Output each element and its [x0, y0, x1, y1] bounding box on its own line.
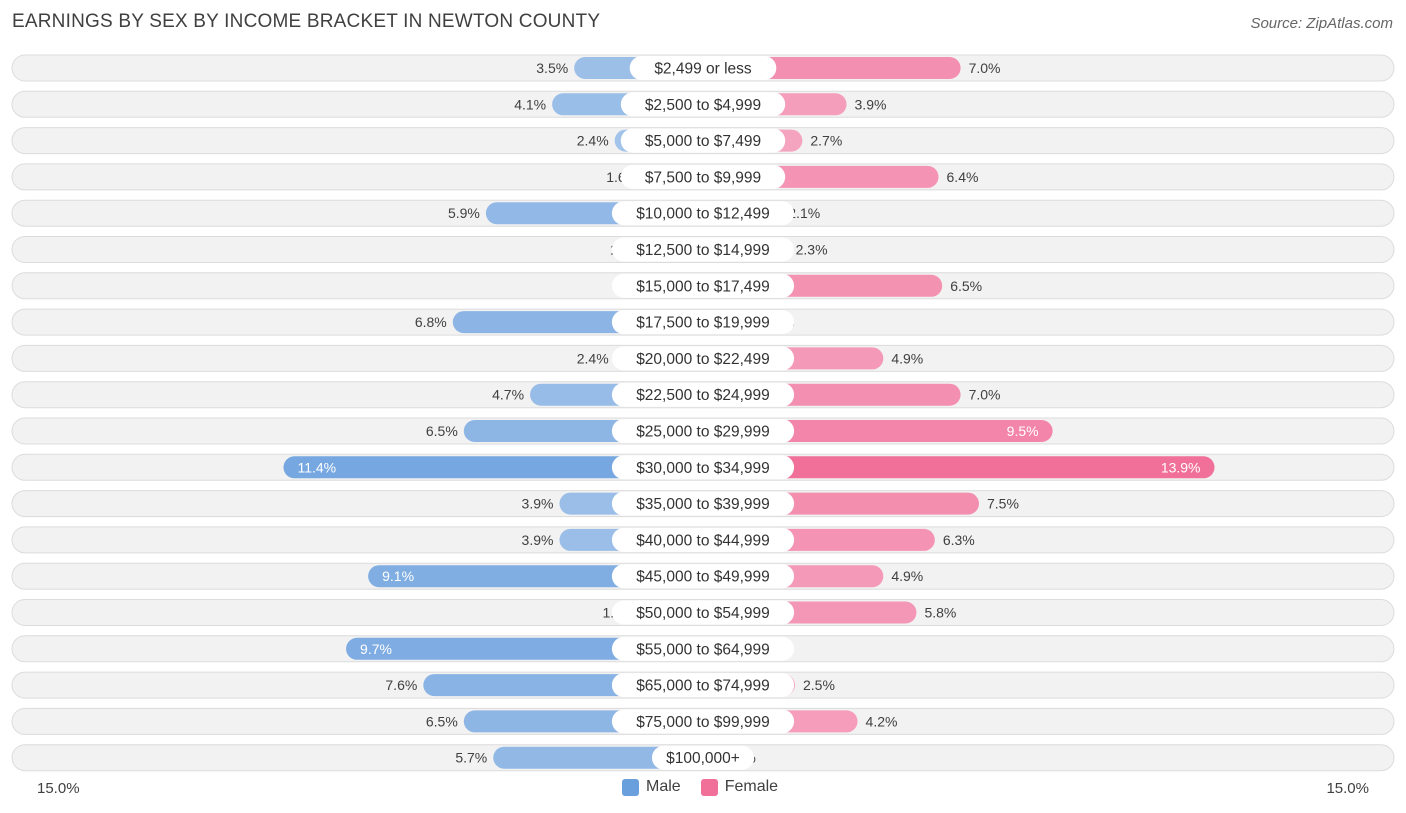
category-pill: [611, 237, 795, 262]
male-value-label: 3.9%: [522, 532, 554, 548]
category-pill: [611, 419, 795, 443]
axis-left-label: 15.0%: [37, 780, 80, 797]
category-pill: [611, 491, 795, 516]
male-value-label: 7.6%: [385, 677, 417, 693]
category-label: $7,500 to $9,999: [645, 169, 761, 186]
legend-label-male: Male: [646, 778, 681, 795]
female-value-label: 9.5%: [1007, 423, 1039, 439]
category-label: $12,500 to $14,999: [636, 242, 770, 259]
male-value-label: 11.4%: [297, 459, 336, 475]
male-value-label: 6.5%: [426, 423, 458, 439]
female-value-label: 3.9%: [855, 96, 887, 112]
category-label: $20,000 to $22,499: [636, 351, 770, 368]
female-bar: [703, 456, 1215, 479]
category-pill: [620, 128, 786, 153]
category-label: $22,500 to $24,999: [636, 387, 770, 404]
category-pill: [611, 709, 795, 734]
female-value-label: 4.9%: [891, 568, 923, 584]
male-value-label: 6.8%: [415, 314, 447, 330]
legend-swatch-female: [700, 778, 718, 796]
category-pill: [611, 564, 795, 589]
axis-right-label: 15.0%: [1326, 780, 1369, 797]
male-value-label: 9.1%: [382, 568, 414, 584]
female-value-label: 7.0%: [969, 60, 1001, 76]
category-label: $65,000 to $74,999: [636, 678, 770, 695]
female-value-label: 2.7%: [810, 133, 842, 149]
male-value-label: 2.4%: [577, 133, 609, 149]
category-pill: [611, 527, 795, 552]
category-label: $17,500 to $19,999: [636, 315, 770, 332]
male-value-label: 9.7%: [360, 641, 392, 657]
category-pill: [629, 56, 777, 80]
category-pill: [611, 273, 795, 298]
category-pill: [611, 455, 795, 480]
category-pill: [611, 673, 795, 698]
category-label: $10,000 to $12,499: [636, 206, 770, 223]
category-label: $45,000 to $49,999: [636, 569, 770, 586]
male-bar: [493, 746, 703, 769]
legend-swatch-male: [622, 778, 639, 796]
category-label: $25,000 to $29,999: [636, 424, 770, 441]
male-value-label: 3.5%: [536, 60, 568, 76]
category-label: $15,000 to $17,499: [636, 278, 770, 295]
female-value-label: 13.9%: [1161, 459, 1201, 475]
male-bar: [283, 456, 703, 479]
female-value-label: 7.0%: [969, 387, 1001, 403]
chart-title: EARNINGS BY SEX BY INCOME BRACKET IN NEW…: [12, 11, 601, 32]
category-pill: [611, 382, 795, 407]
category-label: $2,499 or less: [654, 61, 752, 78]
male-value-label: 6.5%: [426, 713, 458, 729]
category-pill: [611, 310, 795, 335]
category-label: $35,000 to $39,999: [636, 496, 770, 513]
female-value-label: 2.5%: [803, 677, 835, 693]
category-pill: [611, 346, 795, 371]
category-label: $5,000 to $7,499: [645, 133, 761, 150]
male-value-label: 5.9%: [448, 205, 480, 221]
chart-source: Source: ZipAtlas.com: [1250, 15, 1393, 32]
category-label: $40,000 to $44,999: [636, 532, 770, 549]
category-pill: [620, 164, 786, 189]
category-label: $75,000 to $99,999: [636, 714, 770, 731]
female-value-label: 6.5%: [950, 278, 982, 294]
female-value-label: 6.3%: [943, 532, 975, 548]
female-value-label: 4.2%: [866, 713, 898, 729]
male-value-label: 3.9%: [522, 496, 554, 512]
category-pill: [611, 600, 795, 625]
category-label: $55,000 to $64,999: [636, 641, 770, 658]
legend-item-male[interactable]: Male: [622, 778, 681, 796]
male-value-label: 5.7%: [455, 750, 487, 766]
female-value-label: 2.1%: [788, 205, 820, 221]
female-value-label: 7.5%: [987, 496, 1019, 512]
female-value-label: 4.9%: [891, 350, 923, 366]
female-value-label: 2.3%: [796, 242, 828, 258]
female-value-label: 5.8%: [924, 605, 956, 621]
legend-label-female: Female: [724, 778, 779, 795]
male-value-label: 4.1%: [514, 96, 546, 112]
category-pill: [620, 92, 786, 117]
category-pill: [611, 201, 795, 226]
male-value-label: 2.4%: [577, 350, 609, 366]
category-label: $30,000 to $34,999: [636, 460, 770, 477]
female-value-label: 6.4%: [947, 169, 979, 185]
category-label: $50,000 to $54,999: [636, 605, 770, 622]
category-pill: [611, 636, 795, 661]
male-value-label: 4.7%: [492, 387, 524, 403]
legend-item-female[interactable]: Female: [700, 778, 779, 796]
category-pill: [651, 745, 755, 770]
category-label: $100,000+: [666, 750, 740, 767]
legend: Male Female: [622, 778, 798, 796]
category-label: $2,500 to $4,999: [645, 97, 761, 114]
